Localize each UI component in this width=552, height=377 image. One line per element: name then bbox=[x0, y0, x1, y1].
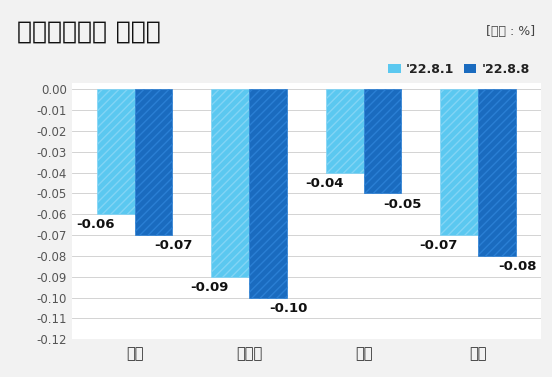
Bar bbox=[211, 89, 249, 277]
Text: -0.07: -0.07 bbox=[155, 239, 193, 252]
Bar bbox=[440, 89, 478, 235]
Text: -0.10: -0.10 bbox=[269, 302, 307, 315]
Text: -0.07: -0.07 bbox=[420, 239, 458, 252]
Bar bbox=[249, 89, 287, 297]
Bar bbox=[364, 89, 401, 193]
Text: 매매가격지수 변동률: 매매가격지수 변동률 bbox=[17, 20, 160, 43]
Text: [단위 : %]: [단위 : %] bbox=[486, 25, 535, 38]
Bar bbox=[478, 89, 516, 256]
Text: -0.04: -0.04 bbox=[305, 177, 343, 190]
Legend: '22.8.1, '22.8.8: '22.8.1, '22.8.8 bbox=[383, 58, 535, 81]
Bar bbox=[326, 89, 364, 173]
Text: -0.09: -0.09 bbox=[191, 281, 229, 294]
Bar bbox=[135, 89, 172, 235]
Text: -0.05: -0.05 bbox=[384, 198, 422, 211]
Text: -0.06: -0.06 bbox=[76, 218, 115, 231]
Text: -0.08: -0.08 bbox=[498, 260, 537, 273]
Bar bbox=[97, 89, 135, 214]
